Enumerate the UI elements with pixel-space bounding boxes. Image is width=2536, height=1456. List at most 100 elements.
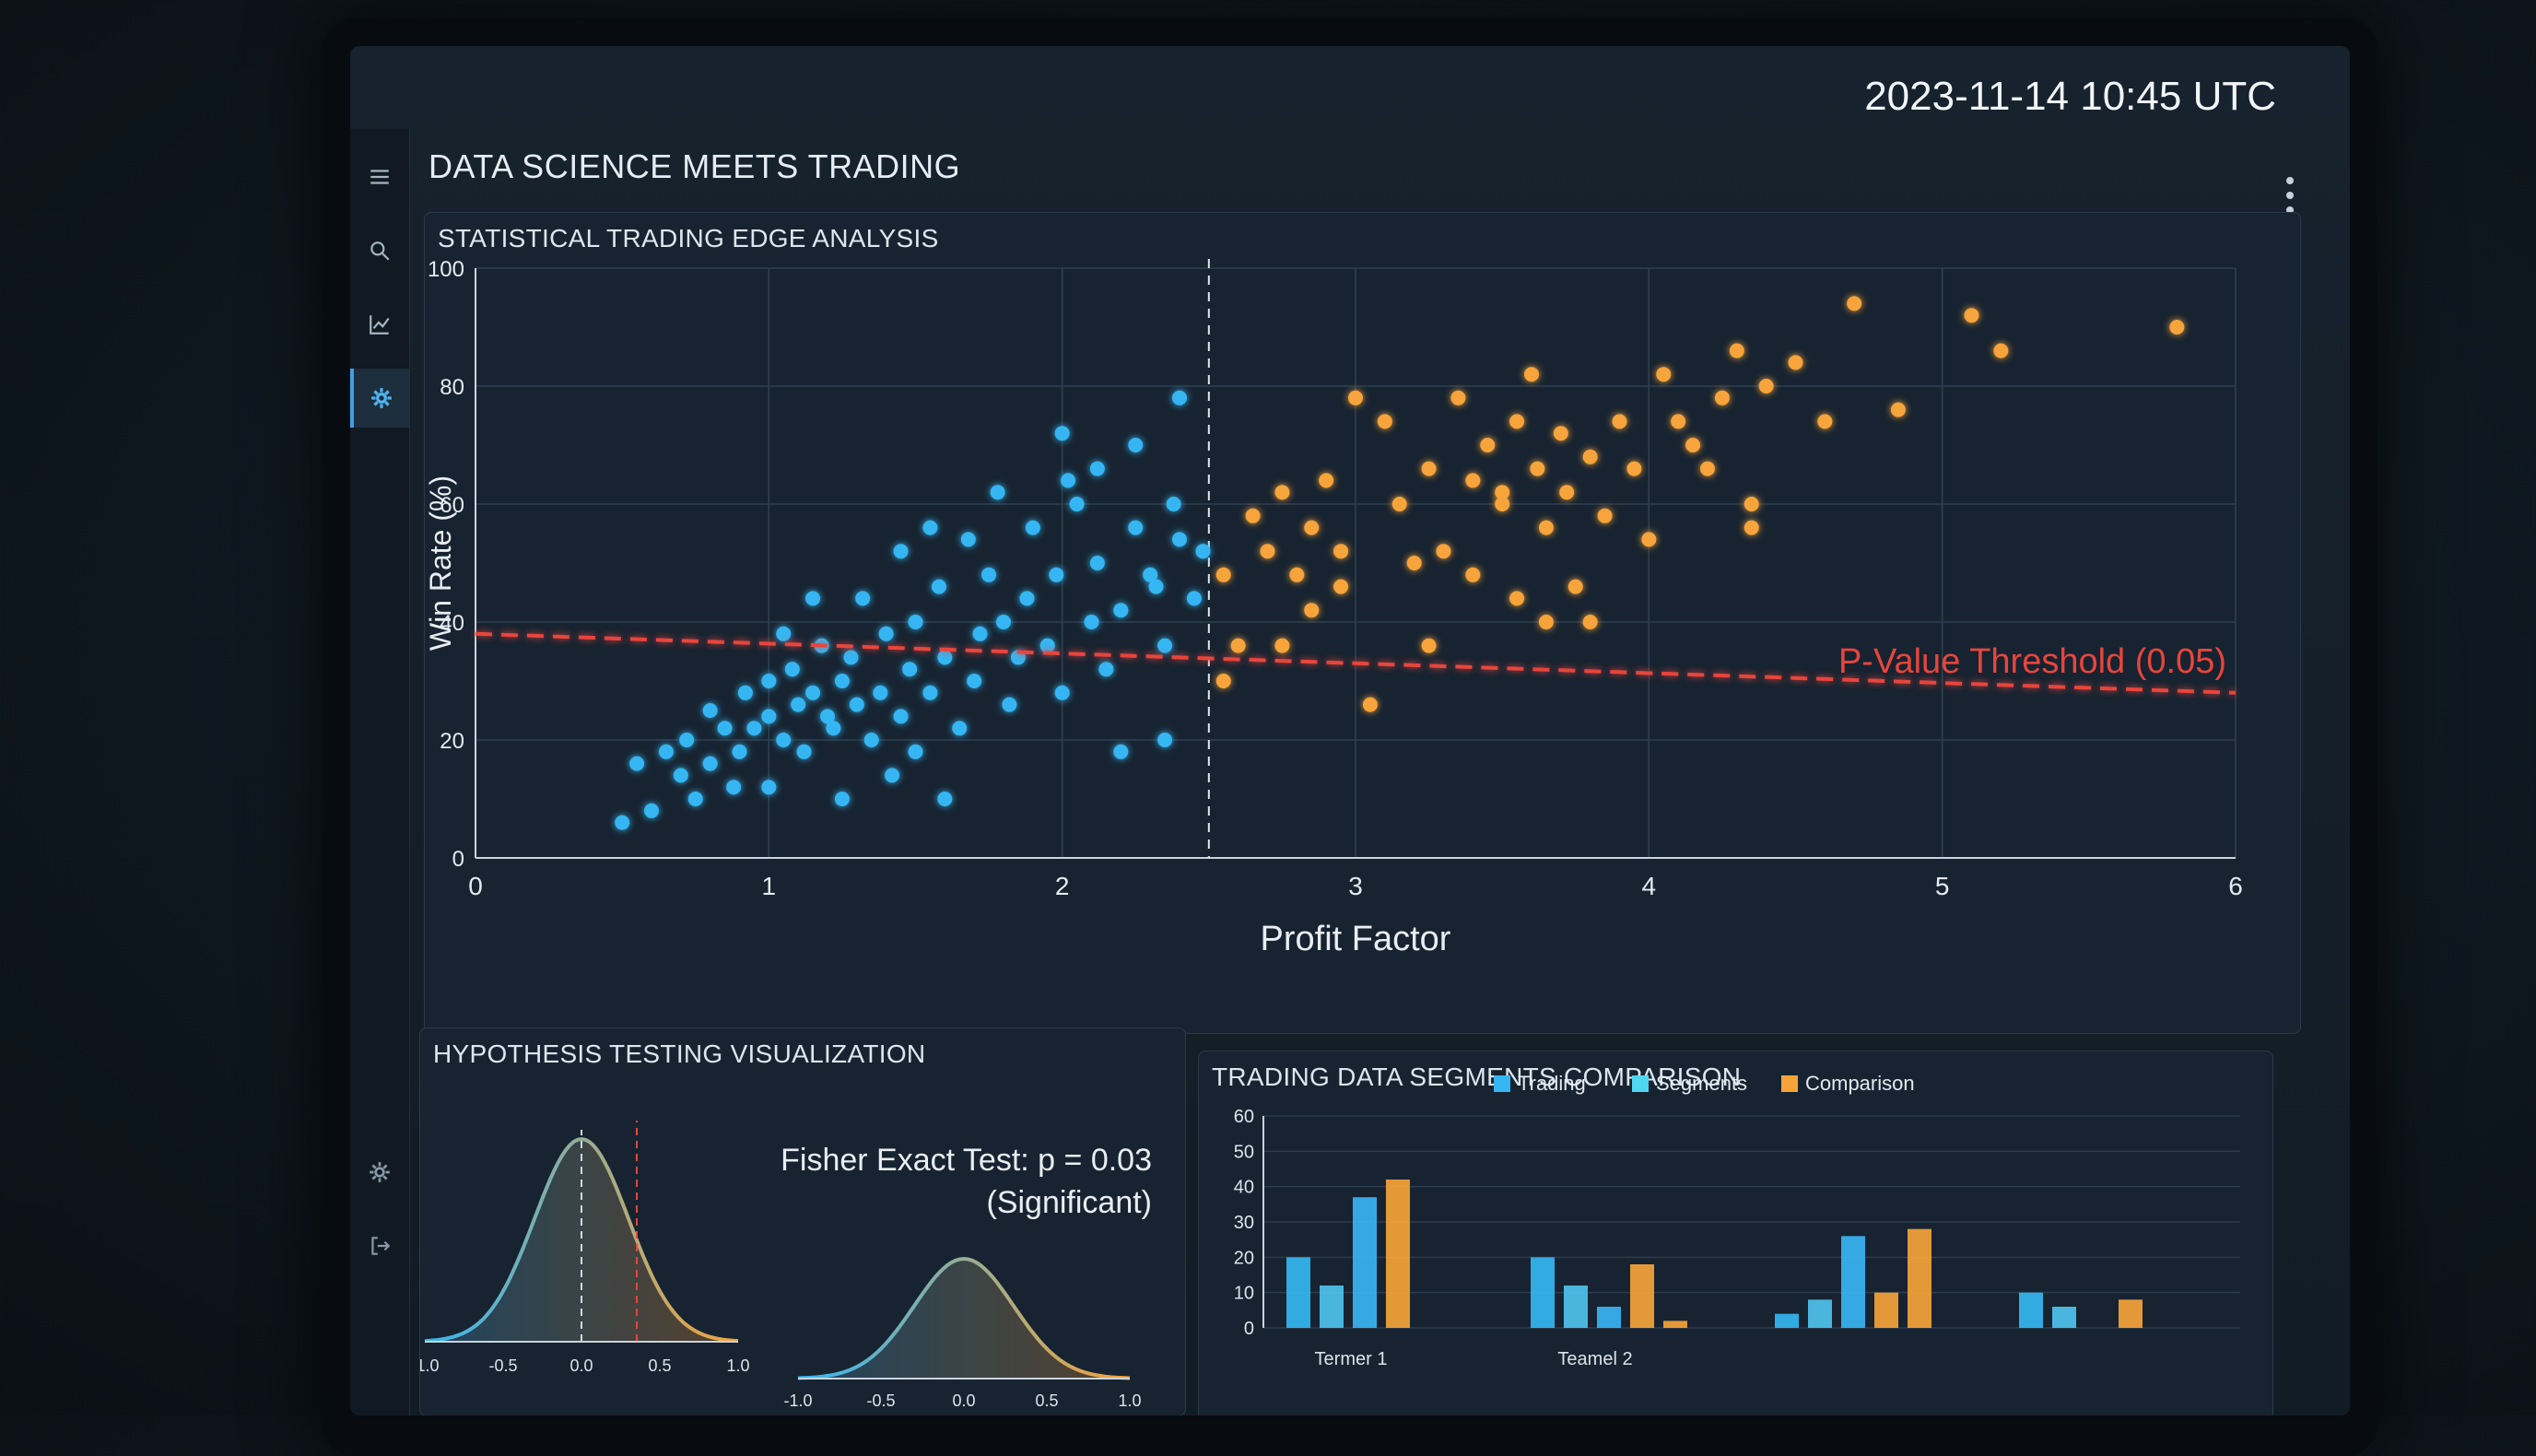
panel-title: HYPOTHESIS TESTING VISUALIZATION [433, 1039, 926, 1068]
orange-point [1495, 485, 1510, 500]
orange-point [1450, 390, 1466, 405]
blue-point [1054, 426, 1070, 441]
fisher-significance: (Significant) [986, 1185, 1152, 1220]
logout-icon[interactable] [350, 1216, 409, 1275]
blue-point [863, 733, 879, 747]
blue-point [776, 733, 792, 747]
left-distribution-fill [425, 1139, 738, 1342]
tick-label: -0.5 [866, 1391, 895, 1410]
orange-point [1391, 497, 1407, 511]
tick-label: -1.0 [783, 1391, 812, 1410]
orange-point [2169, 320, 2185, 335]
y-tick-label: 60 [440, 493, 464, 518]
category-label: Termer 1 [1315, 1349, 1388, 1369]
settings-icon[interactable] [350, 1143, 409, 1202]
search-icon[interactable] [350, 221, 409, 280]
blue-point [908, 615, 923, 629]
blue-point [981, 567, 997, 582]
orange-point [1274, 485, 1290, 500]
blue-point [908, 744, 923, 759]
orange-point [1700, 461, 1715, 476]
x-tick-label: 1 [762, 872, 777, 900]
orange-point [1553, 426, 1568, 441]
panel-title: TRADING DATA SEGMENTS COMPARISON [1212, 1063, 1742, 1091]
orange-point [1847, 296, 1862, 311]
blue-point [1172, 532, 1187, 547]
blue-point [658, 744, 674, 759]
orange-point [1524, 367, 1539, 382]
y-tick-label: 50 [1234, 1142, 1254, 1162]
threshold-label: P-Value Threshold (0.05) [1838, 642, 2226, 681]
orange-point [1538, 520, 1554, 535]
orange-point [1656, 367, 1672, 382]
line-chart-icon[interactable] [350, 295, 409, 354]
y-tick-label: 0 [452, 847, 464, 872]
y-tick-label: 20 [440, 729, 464, 754]
blue-point [1157, 638, 1173, 653]
y-tick-label: 100 [428, 257, 464, 282]
bar [1630, 1264, 1654, 1328]
orange-point [1304, 520, 1320, 535]
blue-point [893, 709, 909, 724]
blue-point [843, 650, 859, 665]
orange-point [1671, 414, 1686, 429]
orange-point [1465, 567, 1481, 582]
gear-icon[interactable] [350, 369, 409, 428]
distribution-chart: -1.0 -0.5 0.0 0.5 1.0 -1.0 -0.5 0.0 0.5 1.0 [420, 1121, 1142, 1410]
blue-point [990, 485, 1005, 500]
more-menu-icon[interactable] [2281, 175, 2299, 216]
y-tick-label: 40 [1234, 1178, 1254, 1198]
bar [1663, 1321, 1687, 1328]
tick-label: 1.0 [726, 1356, 749, 1375]
orange-point [1304, 603, 1320, 618]
x-tick-label: 6 [2228, 872, 2243, 900]
x-axis-label: Profit Factor [1261, 920, 1451, 958]
blue-point [702, 703, 718, 718]
bar [1386, 1180, 1410, 1328]
legend-label: Segments [1656, 1072, 1747, 1095]
blue-point [1054, 685, 1070, 700]
x-tick-label: 3 [1348, 872, 1363, 900]
orange-point [1421, 461, 1437, 476]
bar [1531, 1257, 1555, 1328]
orange-point [1626, 461, 1642, 476]
blue-point [902, 662, 918, 677]
blue-point [1128, 438, 1144, 452]
orange-point [1744, 520, 1759, 535]
orange-point [1406, 556, 1422, 570]
blue-point [1019, 591, 1035, 606]
sidebar [350, 129, 410, 1415]
orange-point [1744, 497, 1759, 511]
blue-point [644, 803, 659, 818]
blue-point [732, 744, 747, 759]
blue-point [1049, 567, 1064, 582]
right-distribution-fill [798, 1259, 1130, 1379]
blue-point [1002, 697, 1017, 712]
orange-point [1582, 615, 1598, 629]
blue-point [996, 615, 1011, 629]
hamburger-icon[interactable] [350, 147, 409, 206]
blue-point [1148, 579, 1164, 594]
blue-point [1113, 603, 1129, 618]
orange-point [1964, 308, 1979, 323]
blue-point [791, 697, 806, 712]
orange-point [1289, 567, 1305, 582]
tick-label: -1.0 [420, 1356, 440, 1375]
bar [2019, 1292, 2043, 1328]
blue-point [702, 756, 718, 771]
blue-point [687, 792, 703, 806]
tick-label: 0.0 [952, 1391, 975, 1410]
segments-bar-chart: 0 10 20 30 40 50 60 Trading Segments Comparison Te… [1234, 1072, 2240, 1369]
blue-point [922, 520, 938, 535]
blue-point [1025, 520, 1040, 535]
orange-point [1993, 343, 2009, 358]
blue-point [972, 626, 988, 641]
blue-point [1069, 497, 1085, 511]
orange-point [1333, 544, 1349, 559]
bar [1808, 1299, 1832, 1328]
blue-point [893, 544, 909, 559]
orange-point [1685, 438, 1701, 452]
orange-point [1421, 638, 1437, 653]
orange-point [1480, 438, 1496, 452]
legend-label: Comparison [1805, 1072, 1915, 1095]
